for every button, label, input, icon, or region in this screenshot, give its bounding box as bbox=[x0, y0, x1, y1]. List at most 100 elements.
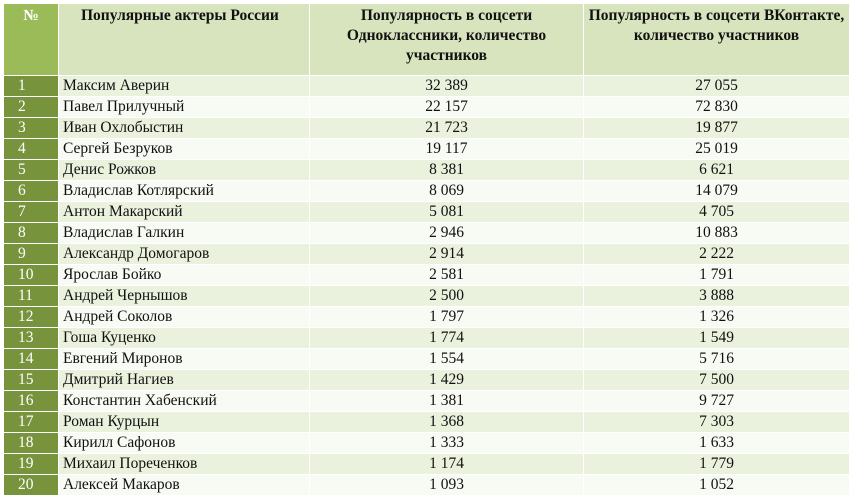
table-row: 4 Сергей Безруков 19 117 25 019 bbox=[3, 138, 850, 160]
odnoklassniki-count: 1 333 bbox=[309, 432, 584, 454]
odnoklassniki-count: 2 946 bbox=[309, 222, 584, 244]
vkontakte-count: 1 326 bbox=[583, 306, 850, 328]
row-number: 19 bbox=[3, 453, 59, 475]
row-number: 15 bbox=[3, 369, 59, 391]
table-row: 12 Андрей Соколов 1 797 1 326 bbox=[3, 306, 850, 328]
row-number: 8 bbox=[3, 222, 59, 244]
vkontakte-count: 9 727 bbox=[583, 390, 850, 412]
row-number: 2 bbox=[3, 96, 59, 118]
vkontakte-count: 2 222 bbox=[583, 243, 850, 265]
vkontakte-count: 7 303 bbox=[583, 411, 850, 433]
table-row: 1 Максим Аверин 32 389 27 055 bbox=[3, 75, 850, 97]
actor-name: Алексей Макаров bbox=[58, 474, 310, 496]
vkontakte-count: 14 079 bbox=[583, 180, 850, 202]
actor-name: Павел Прилучный bbox=[58, 96, 310, 118]
actor-name: Гоша Куценко bbox=[58, 327, 310, 349]
vkontakte-count: 72 830 bbox=[583, 96, 850, 118]
table-row: 3 Иван Охлобыстин 21 723 19 877 bbox=[3, 117, 850, 139]
table-row: 5 Денис Рожков 8 381 6 621 bbox=[3, 159, 850, 181]
vkontakte-count: 1 791 bbox=[583, 264, 850, 286]
header-odnoklassniki: Популярность в соцсети Одноклассники, ко… bbox=[309, 3, 584, 76]
actor-name: Роман Курцын bbox=[58, 411, 310, 433]
row-number: 18 bbox=[3, 432, 59, 454]
odnoklassniki-count: 1 381 bbox=[309, 390, 584, 412]
row-number: 17 bbox=[3, 411, 59, 433]
table-row: 10 Ярослав Бойко 2 581 1 791 bbox=[3, 264, 850, 286]
odnoklassniki-count: 1 797 bbox=[309, 306, 584, 328]
table-row: 17 Роман Курцын 1 368 7 303 bbox=[3, 411, 850, 433]
odnoklassniki-count: 1 174 bbox=[309, 453, 584, 475]
table-row: 11 Андрей Чернышов 2 500 3 888 bbox=[3, 285, 850, 307]
vkontakte-count: 5 716 bbox=[583, 348, 850, 370]
header-number: № bbox=[3, 3, 59, 76]
vkontakte-count: 1 633 bbox=[583, 432, 850, 454]
odnoklassniki-count: 2 914 bbox=[309, 243, 584, 265]
row-number: 7 bbox=[3, 201, 59, 223]
actor-name: Кирилл Сафонов bbox=[58, 432, 310, 454]
table-row: 16 Константин Хабенский 1 381 9 727 bbox=[3, 390, 850, 412]
odnoklassniki-count: 5 081 bbox=[309, 201, 584, 223]
table-row: 14 Евгений Миронов 1 554 5 716 bbox=[3, 348, 850, 370]
actor-name: Владислав Галкин bbox=[58, 222, 310, 244]
header-actor: Популярные актеры России bbox=[58, 3, 310, 76]
header-row: № Популярные актеры России Популярность … bbox=[3, 3, 850, 76]
odnoklassniki-count: 1 429 bbox=[309, 369, 584, 391]
actor-name: Ярослав Бойко bbox=[58, 264, 310, 286]
odnoklassniki-count: 1 774 bbox=[309, 327, 584, 349]
row-number: 11 bbox=[3, 285, 59, 307]
vkontakte-count: 4 705 bbox=[583, 201, 850, 223]
odnoklassniki-count: 21 723 bbox=[309, 117, 584, 139]
table-row: 6 Владислав Котлярский 8 069 14 079 bbox=[3, 180, 850, 202]
table-row: 8 Владислав Галкин 2 946 10 883 bbox=[3, 222, 850, 244]
actor-name: Евгений Миронов bbox=[58, 348, 310, 370]
vkontakte-count: 1 549 bbox=[583, 327, 850, 349]
vkontakte-count: 10 883 bbox=[583, 222, 850, 244]
odnoklassniki-count: 1 093 bbox=[309, 474, 584, 496]
row-number: 6 bbox=[3, 180, 59, 202]
row-number: 13 bbox=[3, 327, 59, 349]
table-row: 9 Александр Домогаров 2 914 2 222 bbox=[3, 243, 850, 265]
table-row: 19 Михаил Пореченков 1 174 1 779 bbox=[3, 453, 850, 475]
actor-name: Антон Макарский bbox=[58, 201, 310, 223]
actor-name: Михаил Пореченков bbox=[58, 453, 310, 475]
actor-name: Дмитрий Нагиев bbox=[58, 369, 310, 391]
vkontakte-count: 1 052 bbox=[583, 474, 850, 496]
row-number: 3 bbox=[3, 117, 59, 139]
actor-name: Андрей Чернышов bbox=[58, 285, 310, 307]
row-number: 12 bbox=[3, 306, 59, 328]
actor-name: Константин Хабенский bbox=[58, 390, 310, 412]
actor-name: Денис Рожков bbox=[58, 159, 310, 181]
vkontakte-count: 19 877 bbox=[583, 117, 850, 139]
vkontakte-count: 27 055 bbox=[583, 75, 850, 97]
odnoklassniki-count: 19 117 bbox=[309, 138, 584, 160]
odnoklassniki-count: 2 581 bbox=[309, 264, 584, 286]
vkontakte-count: 6 621 bbox=[583, 159, 850, 181]
row-number: 16 bbox=[3, 390, 59, 412]
actor-name: Александр Домогаров bbox=[58, 243, 310, 265]
vkontakte-count: 7 500 bbox=[583, 369, 850, 391]
actor-name: Иван Охлобыстин bbox=[58, 117, 310, 139]
header-vkontakte: Популярность в соцсети ВКонтакте, количе… bbox=[583, 3, 850, 76]
row-number: 4 bbox=[3, 138, 59, 160]
actor-name: Сергей Безруков bbox=[58, 138, 310, 160]
odnoklassniki-count: 22 157 bbox=[309, 96, 584, 118]
vkontakte-count: 3 888 bbox=[583, 285, 850, 307]
actor-name: Андрей Соколов bbox=[58, 306, 310, 328]
odnoklassniki-count: 8 381 bbox=[309, 159, 584, 181]
table-row: 18 Кирилл Сафонов 1 333 1 633 bbox=[3, 432, 850, 454]
row-number: 20 bbox=[3, 474, 59, 496]
row-number: 1 bbox=[3, 75, 59, 97]
row-number: 5 bbox=[3, 159, 59, 181]
row-number: 9 bbox=[3, 243, 59, 265]
table-row: 20 Алексей Макаров 1 093 1 052 bbox=[3, 474, 850, 496]
table-body: 1 Максим Аверин 32 389 27 055 2 Павел Прилучн… bbox=[3, 75, 850, 496]
table-header: № Популярные актеры России Популярность … bbox=[3, 3, 850, 76]
table-row: 7 Антон Макарский 5 081 4 705 bbox=[3, 201, 850, 223]
odnoklassniki-count: 2 500 bbox=[309, 285, 584, 307]
odnoklassniki-count: 1 368 bbox=[309, 411, 584, 433]
table-row: 13 Гоша Куценко 1 774 1 549 bbox=[3, 327, 850, 349]
row-number: 10 bbox=[3, 264, 59, 286]
actors-popularity-table: № Популярные актеры России Популярность … bbox=[3, 3, 850, 496]
odnoklassniki-count: 1 554 bbox=[309, 348, 584, 370]
table-row: 15 Дмитрий Нагиев 1 429 7 500 bbox=[3, 369, 850, 391]
